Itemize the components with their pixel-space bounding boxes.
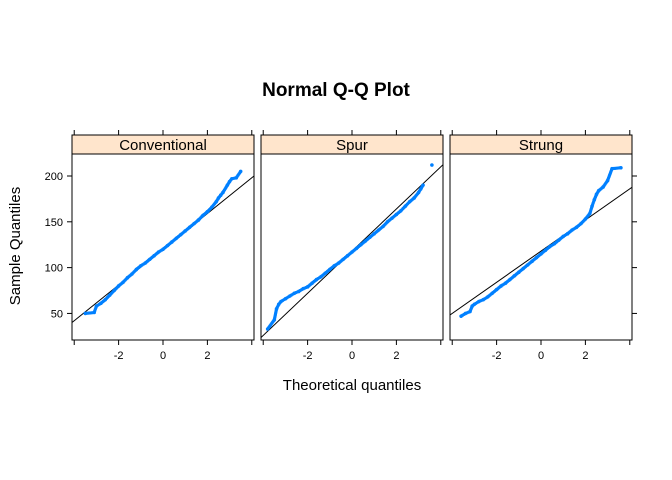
strip-label-strung: Strung [519,137,563,154]
panel-conventional: Conventional -2 0 2 50 100 150 200 [45,130,255,362]
y-tick-label: 100 [45,263,63,275]
y-axis-title: Sample Quantiles [7,187,24,305]
x-axis-title: Theoretical quantiles [283,377,421,394]
panel-frame-conventional [71,153,255,341]
x-tick-label: 2 [393,350,399,362]
data-point [238,169,243,174]
x-tick-label: 0 [160,350,166,362]
points-spur [265,163,434,331]
panel-spur: Spur -2 0 2 [260,130,444,362]
x-tick-label: 0 [349,350,355,362]
chart-title: Normal Q-Q Plot [262,80,410,101]
strip-label-conventional: Conventional [119,137,207,154]
y-tick-label: 150 [45,217,63,229]
data-point [619,165,623,170]
data-point [421,183,425,187]
panel-strung: Strung -2 0 2 [449,130,637,362]
x-tick-label: -2 [492,350,502,362]
panel-frame-strung [449,153,633,341]
y-tick-label: 200 [45,171,63,183]
y-tick-label: 50 [51,308,63,320]
points-strung [459,165,623,318]
x-tick-label: 2 [204,350,210,362]
strip-label-spur: Spur [336,137,368,154]
data-point [430,163,434,167]
points-conventional [83,169,243,316]
reference-line-strung [450,186,632,316]
x-tick-label: -2 [114,350,124,362]
x-tick-label: 2 [582,350,588,362]
x-tick-label: -2 [303,350,313,362]
x-tick-label: 0 [538,350,544,362]
